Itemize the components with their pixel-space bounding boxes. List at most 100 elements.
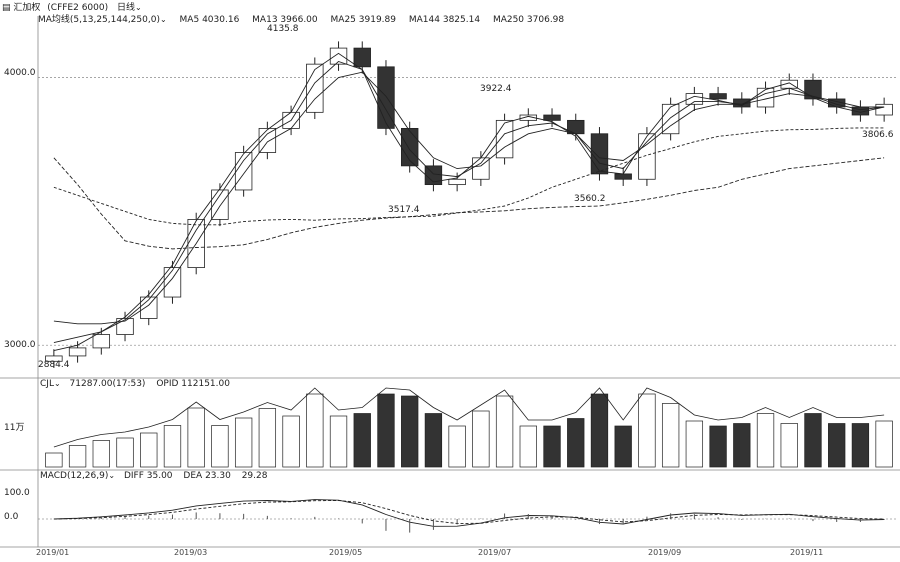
volume-bar <box>733 423 751 468</box>
candle-up <box>638 133 656 180</box>
volume-value: 71287.00(17:53) <box>69 379 146 389</box>
chevron-down-icon[interactable]: ⌄ <box>108 471 116 480</box>
chevron-down-icon[interactable]: ⌄ <box>53 379 61 388</box>
period-selector[interactable]: 日线 <box>117 3 136 13</box>
candle-down <box>804 79 822 100</box>
ma5-value: 4030.16 <box>202 15 240 25</box>
candle-up <box>140 296 158 319</box>
volume-bar <box>258 408 277 468</box>
volume-bar <box>163 425 182 468</box>
candle-down <box>353 47 371 68</box>
volume-bar <box>329 415 348 468</box>
macd-tick-0: 0.0 <box>4 512 19 522</box>
macd-indicator[interactable]: MACD(12,26,9) <box>40 471 109 481</box>
x-tick-label: 2019/09 <box>648 548 682 557</box>
annotation-low-0: 2884.4 <box>38 360 70 370</box>
volume-header: CJL⌄ 71287.00(17:53) OPID 112151.00 <box>40 378 230 390</box>
volume-bar <box>590 393 609 468</box>
price-tick-4000: 4000.0 <box>4 68 36 78</box>
volume-bar <box>709 425 727 468</box>
candle-up <box>234 152 253 191</box>
ma25-value: 3919.89 <box>358 15 396 25</box>
volume-bar <box>638 393 656 468</box>
chevron-down-icon[interactable]: ⌄ <box>135 3 142 12</box>
ma250-value: 3706.98 <box>526 15 565 25</box>
x-tick-label: 2019/05 <box>329 548 363 557</box>
candle-up <box>448 178 466 186</box>
volume-bar <box>875 420 893 468</box>
ma144-value: 3825.14 <box>442 15 481 25</box>
volume-indicator[interactable]: CJL <box>40 379 54 389</box>
annotation-low-1: 3517.4 <box>388 205 420 215</box>
candlesticks <box>45 41 893 368</box>
volume-bar <box>519 425 537 468</box>
volume-bar <box>424 413 443 468</box>
ma5-label: MA5 <box>179 15 200 25</box>
volume-bar <box>45 452 63 468</box>
x-tick-label: 2019/01 <box>36 548 70 557</box>
volume-bar <box>661 403 680 468</box>
dea-value: 23.30 <box>205 471 231 481</box>
annotation-high-1: 4135.8 <box>267 24 299 34</box>
instrument-symbol: (CFFE2 6000) <box>47 3 109 13</box>
candle-down <box>543 114 561 121</box>
volume-bar <box>780 423 798 468</box>
candle-up <box>661 103 680 135</box>
diff-value: 35.00 <box>146 471 173 481</box>
ma13-label: MA13 <box>252 15 278 25</box>
candle-up <box>116 318 134 335</box>
grid-lines <box>38 77 898 520</box>
chevron-down-icon[interactable]: ⌄ <box>159 15 167 24</box>
volume-bar <box>828 423 846 468</box>
macd-value: 29.28 <box>241 471 268 481</box>
annotation-high-2: 3922.4 <box>480 84 512 94</box>
open-interest-line <box>53 387 885 448</box>
volume-bar <box>401 395 419 468</box>
candle-up <box>685 93 704 105</box>
x-tick-label: 2019/03 <box>174 548 208 557</box>
header-bar: ▤ 汇加权 (CFFE2 6000) 日线⌄ <box>2 0 142 16</box>
ma-line-ma25 <box>53 71 885 325</box>
candle-down <box>567 119 585 135</box>
dea-label: DEA <box>183 471 203 481</box>
open-interest-value: 112151.00 <box>181 379 230 389</box>
volume-bar <box>353 413 371 468</box>
volume-bar <box>472 410 490 468</box>
macd-header: MACD(12,26,9)⌄ DIFF 35.00 DEA 23.30 29.2… <box>40 470 267 482</box>
volume-bar <box>495 395 514 468</box>
ma250-label: MA250 <box>492 15 525 25</box>
ma-setting[interactable]: MA均线(5,13,25,144,250,0) <box>38 15 160 25</box>
volume-bar <box>851 423 870 468</box>
volume-bar <box>543 425 561 468</box>
annotation-low-3: 3806.6 <box>862 130 894 140</box>
candle-down <box>590 133 609 175</box>
ma25-label: MA25 <box>330 15 356 25</box>
ma-line-ma250 <box>53 157 885 250</box>
price-tick-3000: 3000.0 <box>4 340 36 350</box>
macd-diff-line <box>53 499 885 527</box>
volume-bar <box>187 407 205 468</box>
candle-up <box>875 103 893 116</box>
ma-line-ma13 <box>53 60 885 344</box>
x-tick-label: 2019/11 <box>790 548 824 557</box>
volume-bar <box>685 420 704 468</box>
candle-up <box>68 347 87 357</box>
candle-down <box>709 93 727 100</box>
bars-icon[interactable]: ▤ <box>2 3 11 13</box>
volume-bar <box>804 413 822 468</box>
candle-up <box>45 355 63 362</box>
volume-bar <box>68 445 87 468</box>
ma13-value: 3966.00 <box>280 15 318 25</box>
open-interest-label: OPID <box>156 379 179 389</box>
volume-bar <box>282 415 300 468</box>
volume-bar <box>614 425 632 468</box>
volume-bars <box>45 387 893 468</box>
candle-up <box>306 63 324 113</box>
ma-line-ma144 <box>53 127 885 226</box>
x-tick-label: 2019/07 <box>478 548 512 557</box>
volume-bar <box>377 393 395 468</box>
instrument-title: 汇加权 <box>13 3 41 13</box>
volume-bar <box>211 425 229 468</box>
volume-bar <box>306 393 324 468</box>
